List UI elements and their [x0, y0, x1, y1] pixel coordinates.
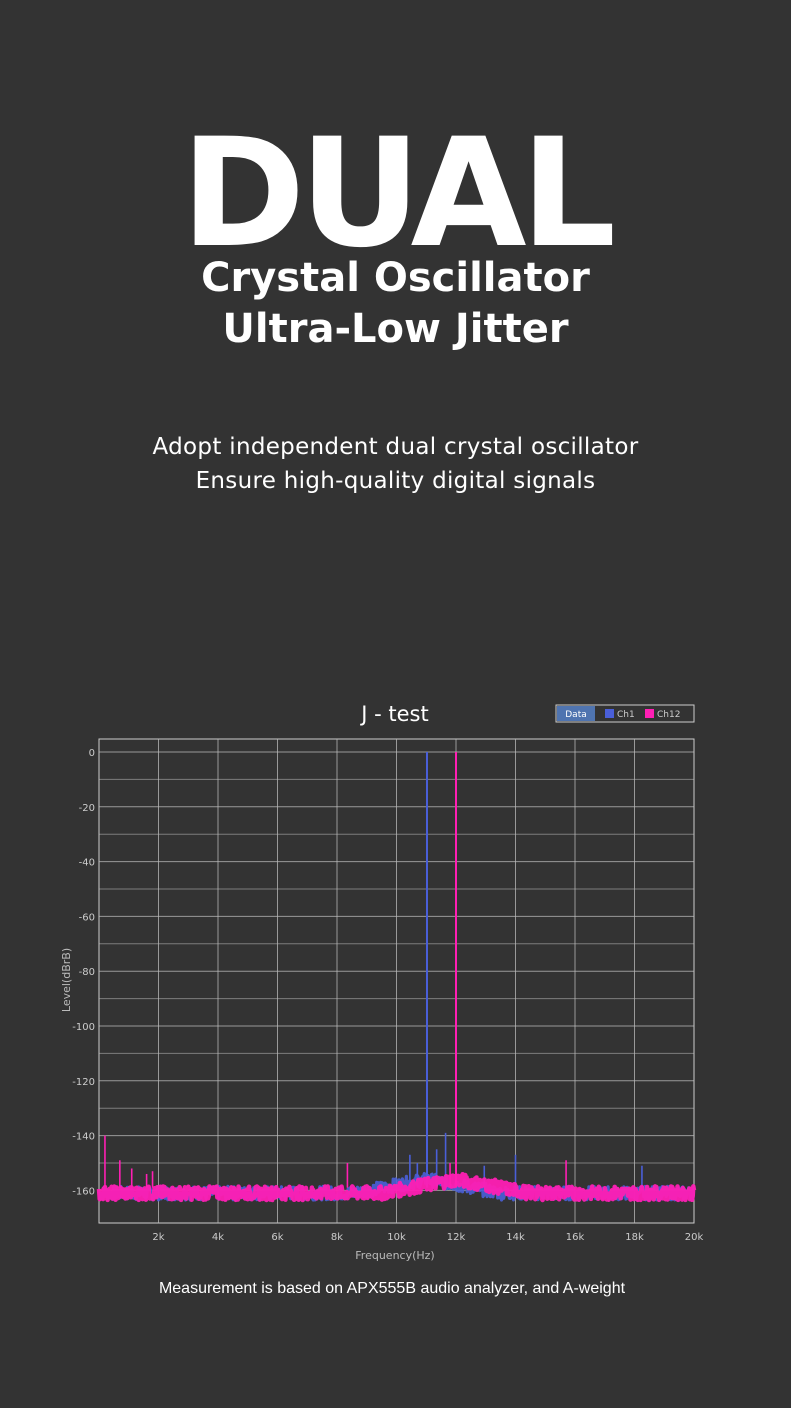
headline-title: DUAL — [180, 107, 616, 281]
headline-subtitle-line1: Crystal Oscillator — [201, 255, 590, 301]
legend-header: Data — [565, 710, 587, 720]
y-tick-label: 0 — [89, 748, 95, 759]
x-tick-label: 8k — [331, 1232, 343, 1243]
y-axis-label: Level(dBrB) — [60, 948, 73, 1012]
footnote: Measurement is based on APX555B audio an… — [158, 1280, 626, 1297]
x-tick-label: 16k — [566, 1232, 585, 1243]
axis-ticks: 2k 4k 6k 8k 10k 12k 14k 16k 18k 20k 0 -20 -40 -60 -80 -… — [72, 748, 703, 1243]
series-layer — [96, 752, 697, 1203]
x-tick-label: 18k — [625, 1232, 644, 1243]
y-tick-label: -140 — [72, 1132, 95, 1143]
description-line1: Adopt independent dual crystal oscillato… — [152, 434, 639, 460]
x-tick-label: 12k — [447, 1232, 466, 1243]
legend-header-bg — [557, 706, 595, 721]
x-tick-label: 2k — [152, 1232, 164, 1243]
chart-title: J - test — [359, 702, 428, 726]
x-axis-label: Frequency(Hz) — [355, 1249, 434, 1262]
legend-label-ch1: Ch1 — [617, 710, 635, 720]
headline-subtitle-line2: Ultra-Low Jitter — [222, 306, 569, 352]
y-tick-label: -120 — [72, 1077, 95, 1088]
legend-swatch-ch1 — [605, 709, 614, 718]
noise-floor-ch12 — [96, 1171, 697, 1203]
chart-legend: Data Ch1 Ch12 — [555, 704, 695, 723]
y-tick-label: -100 — [72, 1022, 95, 1033]
y-tick-label: -160 — [72, 1186, 95, 1197]
description-line2: Ensure high-quality digital signals — [195, 468, 596, 494]
x-tick-label: 14k — [506, 1232, 525, 1243]
y-tick-label: -40 — [79, 858, 95, 869]
legend-label-ch12: Ch12 — [657, 710, 680, 720]
x-tick-label: 6k — [271, 1232, 283, 1243]
y-tick-label: -60 — [79, 912, 95, 923]
x-tick-label: 20k — [685, 1232, 704, 1243]
x-tick-label: 10k — [387, 1232, 406, 1243]
grid — [99, 739, 694, 1223]
y-tick-label: -80 — [79, 967, 95, 978]
x-tick-label: 4k — [212, 1232, 224, 1243]
y-tick-label: -20 — [79, 803, 95, 814]
series-ch12 — [96, 752, 697, 1203]
legend-swatch-ch12 — [645, 709, 654, 718]
